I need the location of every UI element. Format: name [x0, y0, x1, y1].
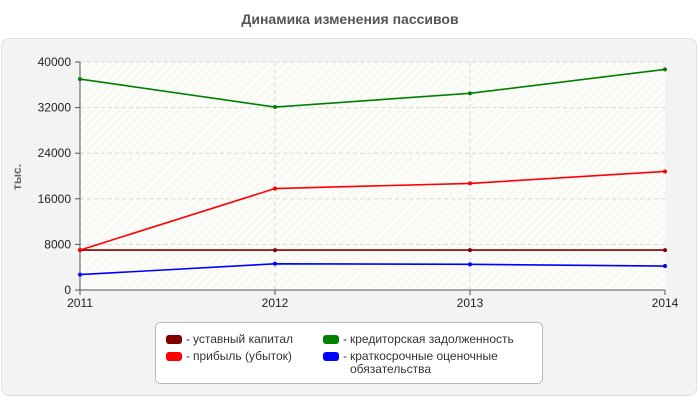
legend-label: уставный капитал — [193, 332, 293, 346]
y-axis-label: тыс. — [10, 164, 24, 190]
data-point[interactable] — [663, 264, 667, 269]
legend-dash: - — [186, 332, 190, 346]
plot-area — [80, 62, 665, 290]
data-point[interactable] — [78, 272, 82, 277]
legend-label: прибыль (убыток) — [193, 349, 292, 363]
y-tick-label: 0 — [64, 283, 71, 297]
y-tick-label: 8000 — [44, 237, 71, 251]
legend-item-kreditorskaya[interactable]: - кредиторская задолженность — [323, 333, 514, 346]
series-line-1 — [79, 170, 666, 251]
data-point[interactable] — [468, 248, 472, 253]
legend-item-kratkosrochnye[interactable]: - краткосрочные оценочные обязательства — [323, 350, 533, 376]
legend-swatch — [323, 352, 339, 361]
series-group — [78, 67, 667, 277]
data-point[interactable] — [468, 91, 472, 96]
data-point[interactable] — [468, 181, 472, 186]
legend-dash: - — [186, 349, 190, 363]
x-tick-label: 2013 — [457, 296, 484, 310]
x-tick-label: 2012 — [262, 296, 289, 310]
data-point[interactable] — [468, 262, 472, 267]
data-point[interactable] — [663, 67, 667, 72]
x-tick-label: 2014 — [652, 296, 679, 310]
y-tick-label: 24000 — [38, 146, 72, 160]
chart-title: Динамика изменения пассивов — [241, 11, 459, 27]
y-tick-label: 40000 — [38, 55, 72, 69]
data-point[interactable] — [273, 186, 277, 191]
legend-dash: - — [343, 332, 347, 346]
legend-swatch — [166, 352, 182, 361]
legend-swatch — [323, 335, 339, 344]
data-point[interactable] — [663, 169, 667, 174]
x-tick-label: 2011 — [67, 296, 93, 310]
series-line-2 — [79, 68, 666, 108]
legend-dash: - — [343, 349, 347, 363]
legend-item-pribyl[interactable]: - прибыль (убыток) — [166, 350, 292, 363]
data-point[interactable] — [273, 261, 277, 266]
data-point[interactable] — [78, 248, 82, 253]
series-line-3 — [79, 262, 666, 276]
y-tick-label: 16000 — [38, 192, 72, 206]
tick-labels: 0 8000 16000 24000 32000 40000 2011 2012 2013 201… — [38, 55, 679, 310]
data-point[interactable] — [663, 248, 667, 253]
legend-label: кредиторская задолженность — [350, 332, 514, 346]
legend: - уставный капитал - прибыль (убыток) - … — [155, 322, 543, 384]
data-point[interactable] — [78, 77, 82, 82]
data-point[interactable] — [273, 248, 277, 253]
y-tick-label: 32000 — [38, 101, 72, 115]
legend-swatch — [166, 335, 182, 344]
legend-label: краткосрочные оценочные обязательства — [350, 349, 498, 376]
data-point[interactable] — [273, 105, 277, 110]
legend-item-ustavnyi-kapital[interactable]: - уставный капитал — [166, 333, 293, 346]
